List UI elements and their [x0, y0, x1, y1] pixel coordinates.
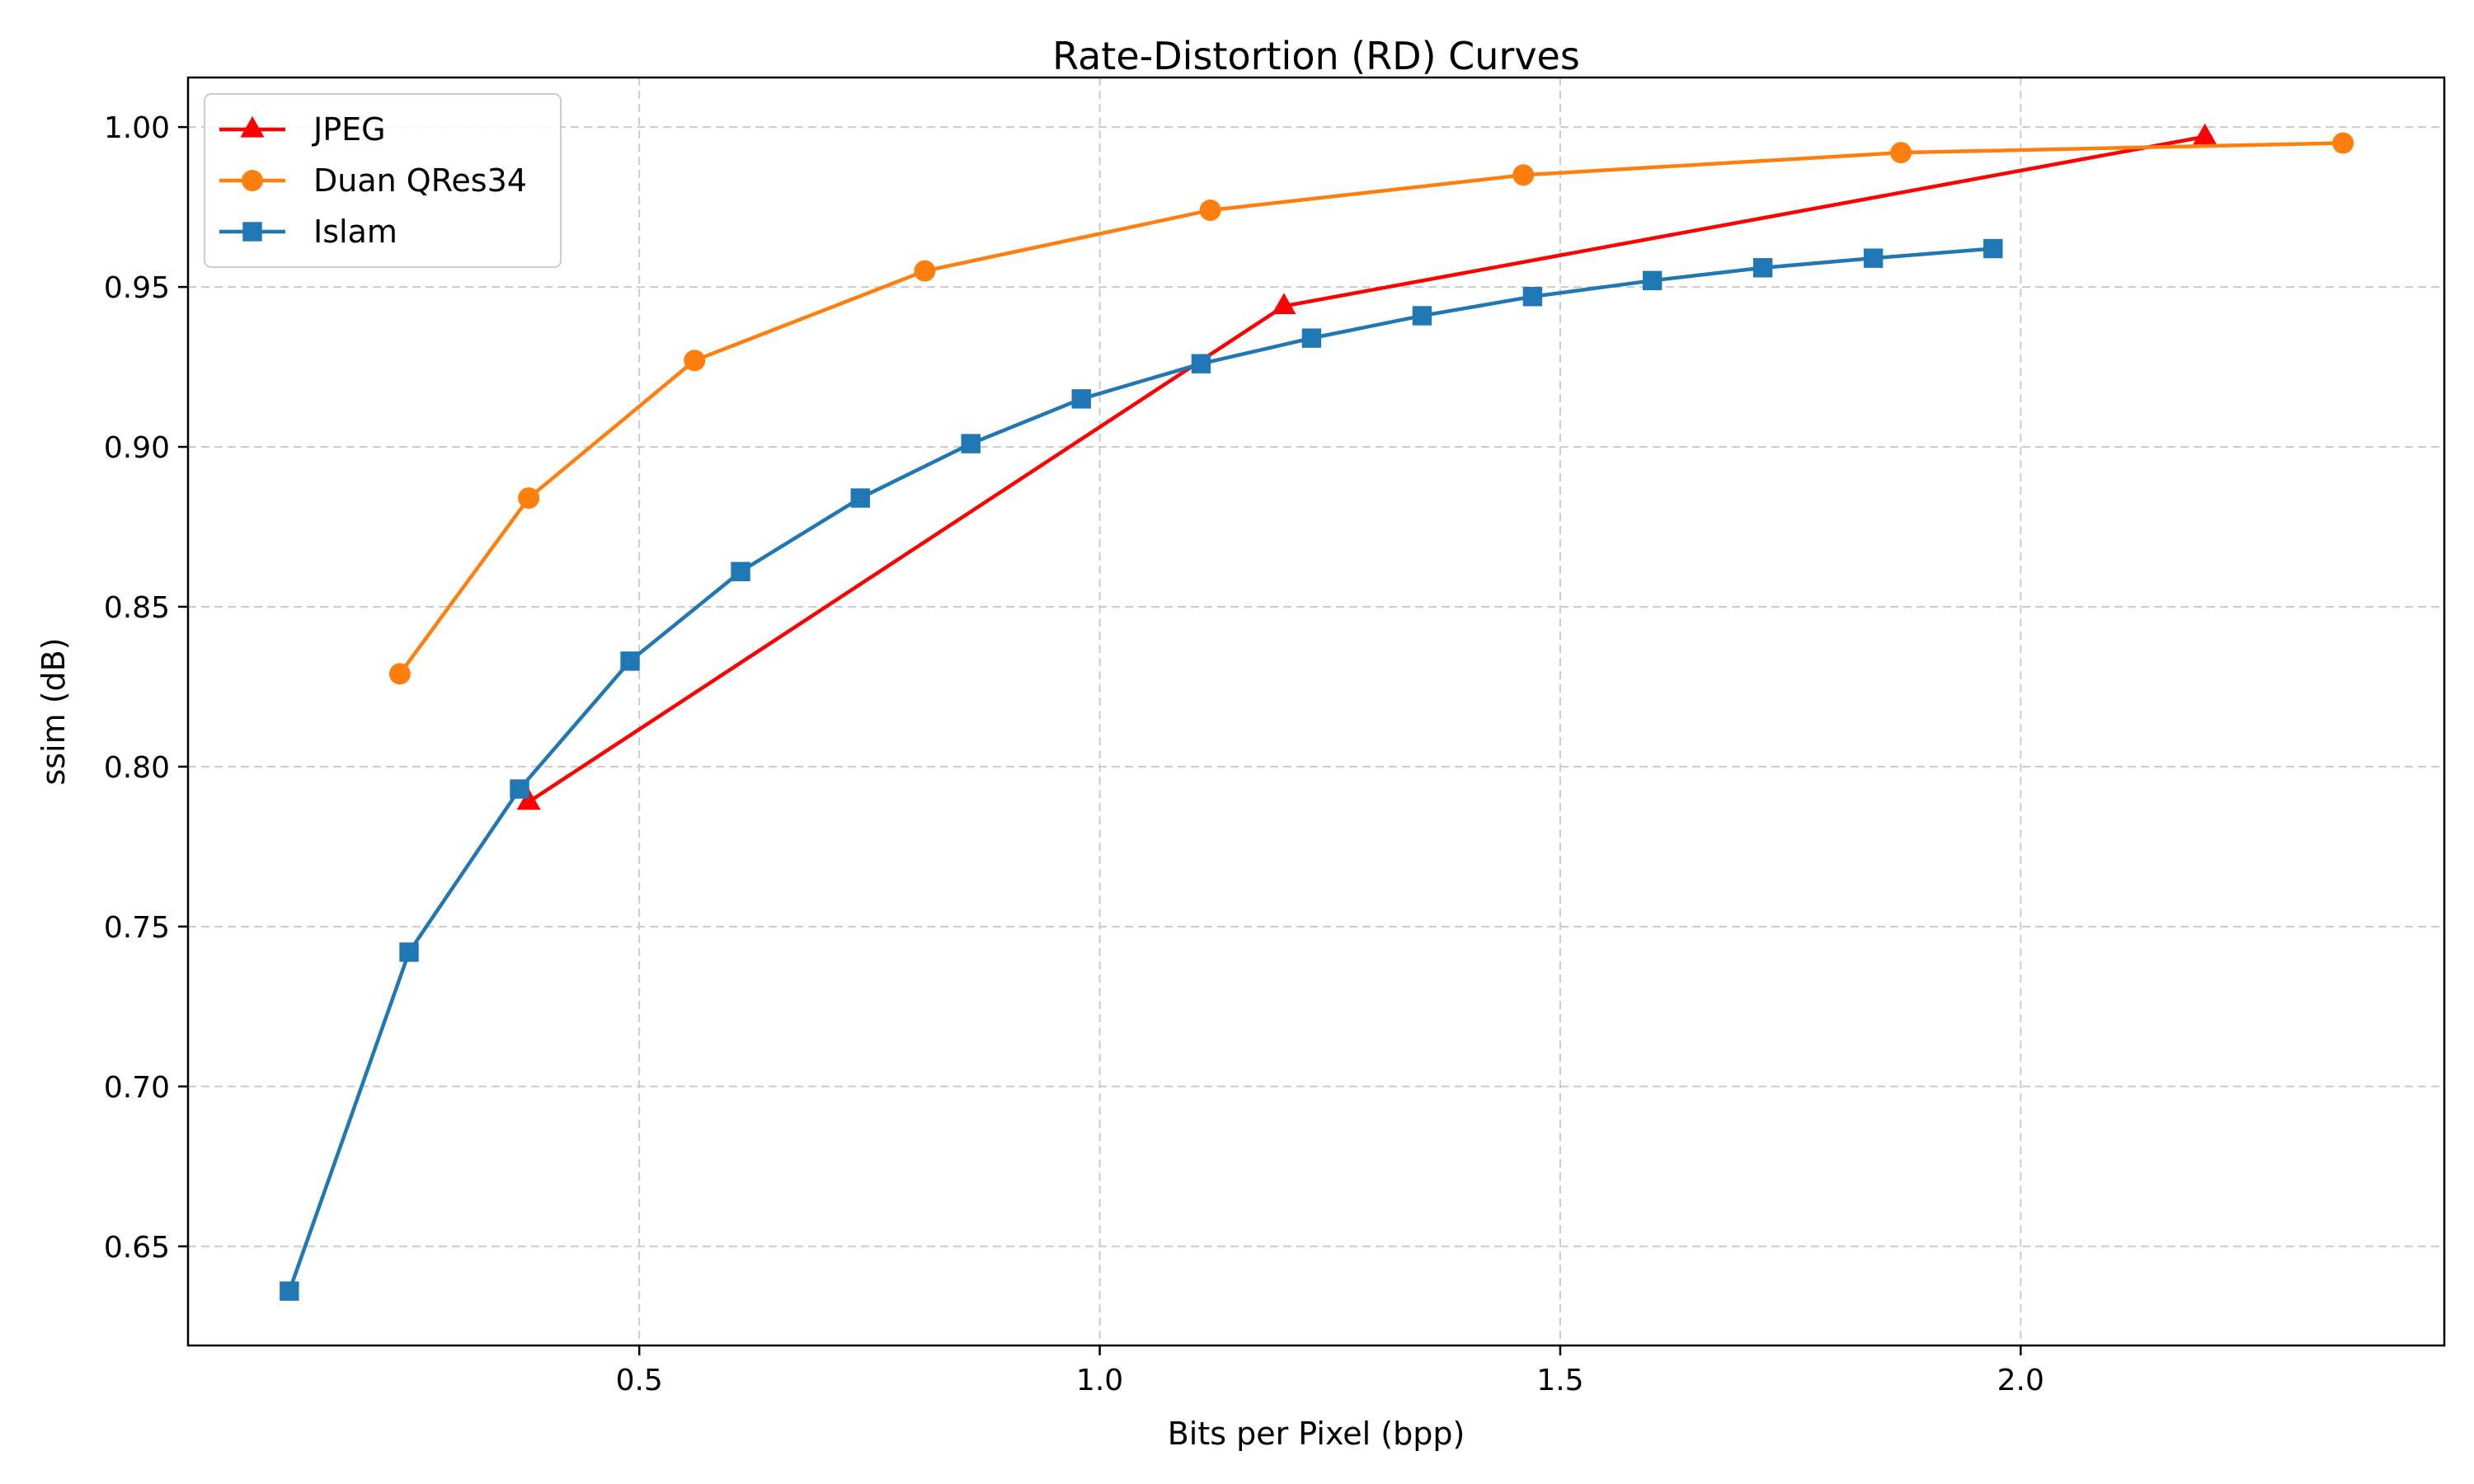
- data-point: [1890, 142, 1912, 164]
- data-point: [1752, 258, 1773, 278]
- data-point: [731, 561, 750, 581]
- legend-label: JPEG: [312, 111, 386, 148]
- data-point: [388, 663, 411, 685]
- legend-label: Islam: [313, 214, 397, 250]
- y-tick-label: 0.70: [104, 1071, 170, 1105]
- axis-ticks: 0.5 1.0 1.5 2.0 0.65 0.70 0.75 0.80 0.85 0.90 0.95…: [104, 111, 2044, 1397]
- data-point: [1199, 199, 1221, 221]
- y-tick-label: 1.00: [104, 111, 170, 145]
- data-point: [1522, 287, 1543, 307]
- x-tick-label: 0.5: [616, 1364, 663, 1397]
- legend-item: Duan QRes34: [219, 162, 527, 199]
- y-tick-label: 0.80: [104, 751, 170, 785]
- data-point: [2193, 123, 2218, 145]
- data-point: [399, 942, 419, 962]
- y-tick-label: 0.95: [104, 271, 170, 305]
- chart-title: Rate-Distortion (RD) Curves: [1052, 34, 1580, 78]
- series-layer: [280, 123, 2354, 1301]
- data-point: [1272, 293, 1296, 315]
- y-tick-label: 0.65: [104, 1231, 170, 1265]
- x-tick-label: 1.0: [1076, 1364, 1123, 1397]
- data-point: [684, 350, 706, 372]
- x-axis-label: Bits per Pixel (bpp): [1168, 1416, 1465, 1452]
- legend-marker: [242, 222, 262, 242]
- series-islam: [280, 238, 2003, 1301]
- legend-box: [204, 93, 562, 268]
- series-line: [287, 247, 1993, 1292]
- legend-label: Duan QRes34: [313, 162, 527, 199]
- data-point: [518, 487, 540, 510]
- data-point: [1071, 389, 1091, 409]
- legend-item: Islam: [219, 214, 397, 250]
- data-point: [280, 1281, 299, 1301]
- data-point: [1863, 248, 1884, 268]
- data-point: [850, 488, 870, 508]
- data-point: [1301, 328, 1322, 348]
- data-point: [510, 779, 529, 799]
- series-duan-qres34: [388, 132, 2354, 685]
- plot-frame: [186, 76, 2446, 1347]
- x-tick-label: 1.5: [1536, 1364, 1583, 1397]
- legend: JPEG Duan QRes34 Islam: [204, 93, 562, 268]
- data-point: [1642, 270, 1663, 291]
- data-point: [620, 651, 640, 671]
- data-point: [2332, 132, 2354, 154]
- data-point: [516, 788, 541, 810]
- series-jpeg: [516, 123, 2218, 810]
- x-tick-label: 2.0: [1997, 1364, 2044, 1397]
- y-tick-label: 0.90: [104, 431, 170, 465]
- data-point: [1983, 238, 2003, 259]
- y-tick-label: 0.85: [104, 591, 170, 625]
- data-point: [961, 434, 981, 453]
- legend-item: JPEG: [219, 111, 386, 148]
- data-point: [1191, 354, 1211, 373]
- legend-marker: [240, 115, 265, 138]
- data-point: [1512, 164, 1535, 186]
- data-point: [914, 260, 936, 282]
- legend-marker: [242, 170, 263, 191]
- grid: [188, 77, 2444, 1345]
- data-point: [1412, 306, 1432, 326]
- series-line: [398, 141, 2344, 675]
- y-axis-label: ssim (dB): [35, 637, 72, 785]
- y-tick-label: 0.75: [104, 911, 170, 945]
